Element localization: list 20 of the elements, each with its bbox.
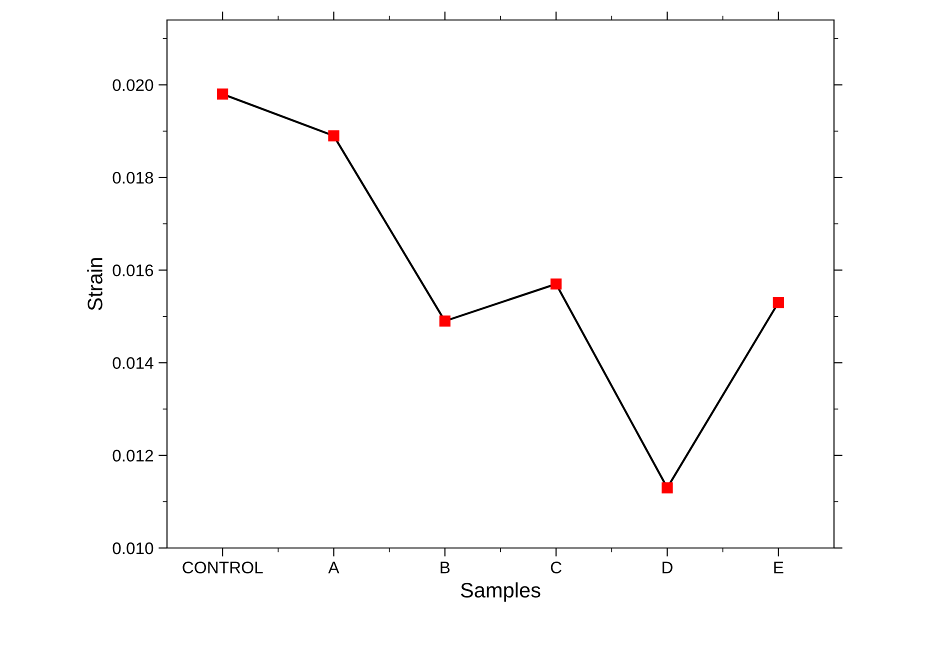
point [217,88,228,100]
x-axis-title: Samples [460,582,540,602]
y-tick-label: 0.016 [112,264,154,276]
x-tick-label: E [774,562,784,574]
x-tick-label: D [662,562,672,574]
y-tick-label: 0.014 [112,357,154,369]
point [328,130,340,142]
y-tick-label: 0.012 [112,450,153,462]
point [550,278,562,290]
y-tick-label: 0.010 [112,542,154,554]
x-tick-label: C [550,562,562,574]
y-axis-title: Strain [87,258,102,310]
point [439,315,450,327]
x-tick-label: B [440,562,450,574]
x-tick-label: CONTROL [182,562,263,574]
y-tick-label: 0.018 [112,172,154,184]
x-tick-label: A [328,562,340,574]
point [662,482,673,494]
point [772,296,784,308]
y-tick-label: 0.020 [112,79,154,92]
